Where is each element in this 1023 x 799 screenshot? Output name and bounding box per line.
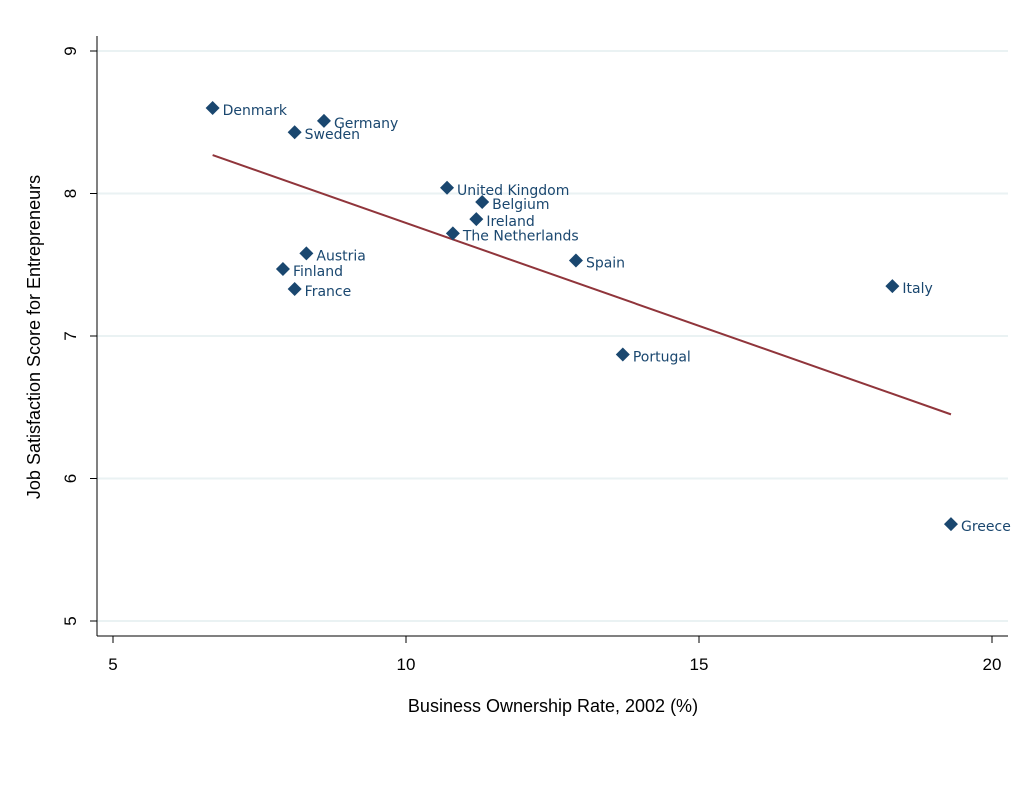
y-tick-label: 8 (61, 189, 80, 198)
x-tick-label: 5 (108, 655, 117, 674)
data-point (440, 180, 455, 195)
data-point (469, 212, 484, 227)
x-tick-label: 10 (397, 655, 416, 674)
y-tick-label: 9 (61, 46, 80, 55)
data-point-label: Italy (902, 281, 932, 297)
data-point (943, 517, 958, 532)
data-point-label: Belgium (492, 197, 549, 213)
data-point-label: Sweden (305, 127, 360, 143)
y-tick-label: 6 (61, 474, 80, 483)
data-point-label: Finland (293, 264, 343, 280)
data-point (287, 125, 302, 140)
data-point (475, 195, 490, 210)
data-point (445, 226, 460, 241)
y-ticks: 5 6 7 8 9 (61, 46, 97, 626)
data-point-label: France (305, 284, 352, 300)
fit-line (212, 154, 952, 416)
data-point-label: Germany (334, 116, 398, 132)
data-point-label: Spain (586, 255, 625, 271)
data-point-label: Denmark (223, 103, 288, 119)
grid-lines (97, 50, 1008, 622)
x-tick-label: 15 (690, 655, 709, 674)
data-point (885, 279, 900, 294)
data-point (316, 113, 331, 128)
data-point-label: Ireland (486, 214, 534, 230)
data-point (615, 347, 630, 362)
y-tick-label: 7 (61, 331, 80, 340)
x-ticks: 5 10 15 20 (108, 636, 1001, 674)
data-point-label: Austria (316, 248, 365, 264)
data-point (299, 246, 314, 261)
data-point-label: United Kingdom (457, 183, 569, 199)
y-tick-label: 5 (61, 616, 80, 625)
fit-line-group (212, 154, 952, 416)
x-axis-label: Business Ownership Rate, 2002 (%) (408, 696, 698, 716)
y-axis-label: Job Satisfaction Score for Entrepreneurs (24, 175, 44, 499)
data-point-label: The Netherlands (462, 228, 579, 244)
x-tick-label: 20 (983, 655, 1002, 674)
data-point (287, 281, 302, 296)
data-point (205, 101, 220, 115)
data-point (568, 253, 583, 268)
data-point-label: Greece (961, 519, 1011, 535)
data-point-label: Portugal (633, 350, 691, 366)
data-point (275, 262, 290, 277)
